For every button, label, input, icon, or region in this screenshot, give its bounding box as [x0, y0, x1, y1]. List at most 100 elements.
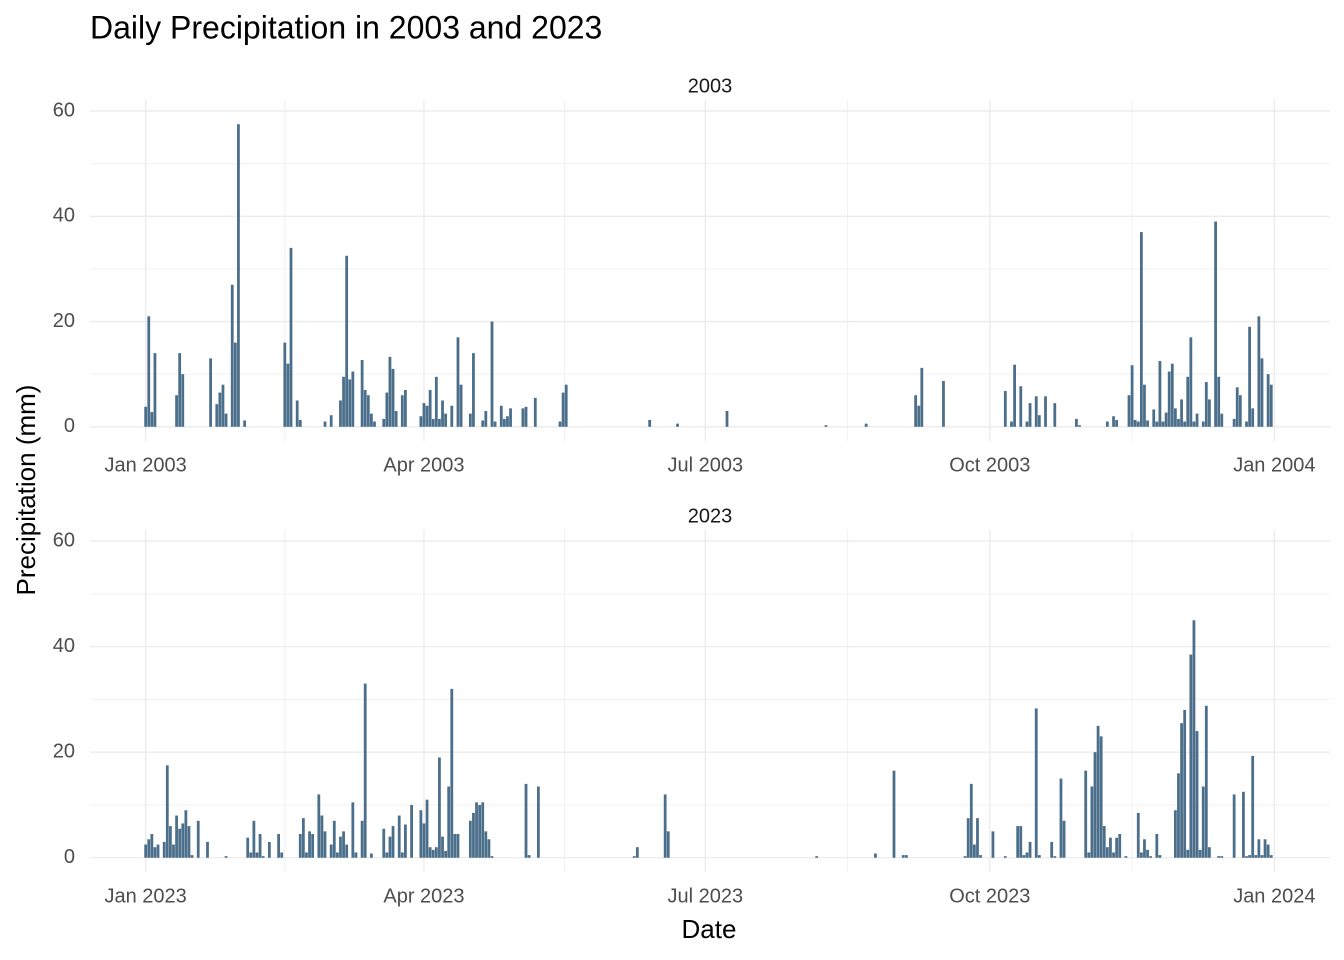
bar	[339, 400, 342, 427]
bar	[370, 853, 373, 858]
bar	[901, 855, 905, 858]
bar	[233, 342, 237, 427]
bar	[447, 786, 451, 858]
bar	[892, 770, 896, 858]
bar	[917, 405, 921, 427]
bar	[564, 384, 568, 427]
bar	[323, 831, 327, 858]
bar	[385, 392, 389, 427]
bar	[1192, 620, 1196, 858]
bar	[332, 820, 336, 858]
bar	[1105, 421, 1109, 427]
bar	[1016, 826, 1020, 858]
bar	[382, 418, 386, 427]
bar	[1208, 399, 1211, 427]
bar	[1090, 786, 1094, 858]
bar	[165, 765, 169, 858]
bar	[1269, 855, 1273, 858]
y-tick-label: 20	[53, 740, 75, 762]
bar	[1245, 856, 1248, 858]
bar	[1251, 408, 1255, 427]
bar	[1204, 705, 1208, 858]
bar	[1112, 416, 1115, 427]
bar	[1266, 844, 1270, 858]
bar	[363, 389, 367, 427]
bar	[425, 405, 429, 427]
bar	[249, 852, 253, 858]
bar	[305, 852, 308, 858]
bar	[150, 834, 154, 858]
bar	[1158, 855, 1162, 858]
bar	[1155, 421, 1159, 427]
chart-title: Daily Precipitation in 2003 and 2023	[90, 9, 602, 45]
bar	[991, 831, 995, 858]
x-tick-label: Jul 2003	[668, 454, 744, 476]
bar	[181, 374, 185, 427]
bar	[1217, 856, 1221, 858]
bar	[419, 416, 423, 427]
bar	[438, 757, 441, 858]
bar	[317, 794, 321, 858]
bar	[391, 368, 395, 427]
bar	[1214, 221, 1217, 427]
facet-label: 2023	[688, 505, 733, 527]
bar	[434, 847, 438, 858]
bar	[150, 412, 154, 427]
bar	[190, 855, 194, 858]
bar	[824, 425, 828, 427]
bar	[481, 802, 485, 858]
bar	[320, 815, 324, 858]
bar	[1053, 403, 1057, 427]
bar	[506, 416, 509, 427]
bar	[1192, 421, 1196, 427]
bar	[1087, 852, 1091, 858]
bar	[1257, 839, 1261, 858]
bar	[175, 815, 178, 858]
bar	[1099, 736, 1103, 858]
bar	[162, 841, 166, 858]
bar	[561, 392, 565, 427]
bar	[1105, 847, 1109, 858]
bar	[663, 794, 667, 858]
bar	[308, 831, 311, 858]
bar	[1217, 376, 1221, 427]
bar	[370, 413, 373, 427]
bar	[215, 404, 219, 427]
bar	[499, 405, 503, 427]
bar	[196, 820, 200, 858]
bar	[1204, 382, 1208, 427]
bar	[478, 804, 482, 858]
bar	[1186, 849, 1190, 858]
bar	[1173, 810, 1177, 858]
bar	[360, 359, 364, 427]
bar	[172, 844, 175, 858]
y-axis-label: Precipitation (mm)	[11, 385, 41, 596]
bar	[1183, 421, 1187, 427]
bar	[1220, 856, 1224, 858]
bar	[524, 406, 528, 427]
bar	[428, 847, 432, 858]
bar	[1260, 358, 1264, 427]
bar	[1062, 820, 1066, 858]
bar	[428, 389, 432, 427]
bar	[224, 413, 228, 427]
bar	[1201, 786, 1205, 858]
bar	[1248, 326, 1251, 427]
bar	[1059, 778, 1063, 858]
bar	[976, 818, 979, 858]
bar	[1263, 839, 1267, 858]
y-tick-label: 40	[53, 205, 75, 227]
bar	[1167, 371, 1171, 427]
bar	[1053, 856, 1057, 858]
bar	[261, 856, 265, 858]
bar	[1161, 421, 1165, 427]
x-tick-label: Jan 2003	[105, 454, 187, 476]
bar	[1155, 834, 1159, 858]
bar	[1183, 709, 1187, 858]
bar	[351, 371, 355, 427]
bar	[963, 856, 967, 858]
bar	[156, 844, 160, 858]
bar	[444, 850, 448, 858]
bar	[391, 826, 395, 858]
